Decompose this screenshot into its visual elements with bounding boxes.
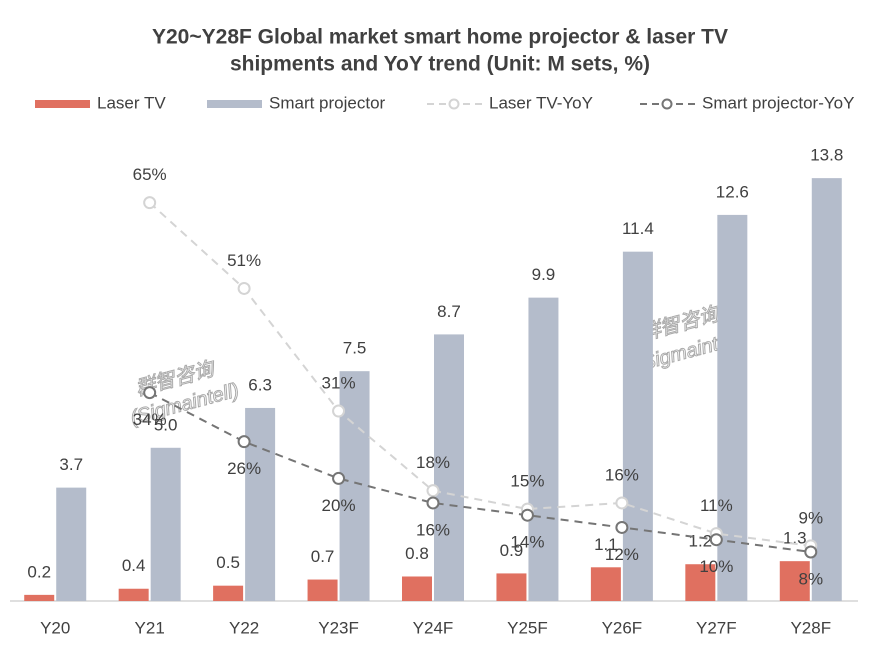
legend-swatch (207, 100, 262, 108)
data-label: 3.7 (59, 455, 83, 474)
data-label: 12.6 (716, 182, 749, 201)
data-label: 26% (227, 459, 261, 478)
data-label: 1.1 (594, 535, 618, 554)
data-label: 0.9 (500, 541, 524, 560)
data-label: 0.7 (311, 547, 335, 566)
data-label: 6.3 (248, 375, 272, 394)
data-label: 0.8 (405, 544, 429, 563)
legend-label: Laser TV (97, 93, 166, 112)
data-label: 12% (605, 545, 639, 564)
data-label: 8.7 (437, 302, 461, 321)
data-label: 0.2 (27, 562, 51, 581)
bar (779, 561, 810, 601)
data-label: 9% (798, 508, 823, 527)
data-label: 13.8 (810, 146, 843, 165)
bar (811, 178, 842, 601)
line-point (426, 484, 440, 498)
legend-label: Smart projector-YoY (702, 93, 854, 112)
legend-swatch (661, 98, 673, 110)
line-point (615, 496, 629, 510)
bar (150, 447, 181, 601)
bar (307, 579, 338, 601)
data-label: 1.3 (783, 529, 807, 548)
x-tick-label: Y26F (602, 618, 643, 637)
data-label: 11% (700, 496, 733, 515)
legend-swatch (35, 100, 90, 108)
data-label: 20% (322, 496, 356, 515)
data-label: 18% (416, 453, 450, 472)
bar (528, 297, 559, 601)
chart-subtitle: shipments and YoY trend (Unit: M sets, %… (230, 53, 650, 76)
line-point (426, 496, 440, 510)
data-label: 5.0 (154, 415, 178, 434)
x-tick-label: Y25F (507, 618, 548, 637)
line-point (237, 435, 251, 449)
x-tick-label: Y28F (790, 618, 831, 637)
bar (213, 585, 244, 601)
line-point (709, 533, 723, 547)
data-label: 8% (798, 569, 823, 588)
data-label: 31% (322, 373, 356, 392)
bar (496, 573, 527, 601)
data-label: 11.4 (622, 219, 654, 238)
line (149, 391, 811, 553)
data-label: 7.5 (343, 339, 367, 358)
line-point (520, 508, 534, 522)
legend-swatch (448, 98, 460, 110)
bar (622, 251, 653, 601)
bar (685, 564, 716, 601)
chart-title: Y20~Y28F Global market smart home projec… (152, 26, 728, 49)
x-tick-label: Y21 (135, 618, 165, 637)
line-point (143, 386, 157, 400)
bar (402, 576, 432, 601)
bar (56, 487, 87, 601)
line-point (332, 404, 346, 418)
legend-label: Smart projector (269, 93, 386, 112)
data-label: 1.2 (689, 532, 713, 551)
legend-label: Laser TV-YoY (489, 93, 593, 112)
bar (118, 588, 149, 601)
data-label: 34% (133, 410, 167, 429)
bar (434, 334, 464, 601)
bar (590, 567, 621, 601)
data-label: 10% (699, 557, 733, 576)
data-label: 0.5 (216, 553, 240, 572)
bar (245, 407, 276, 601)
data-label: 0.4 (122, 556, 146, 575)
line-point (804, 545, 818, 559)
bar (339, 371, 370, 601)
data-label: 9.9 (532, 265, 556, 284)
x-tick-label: Y20 (40, 618, 70, 637)
line-point (143, 196, 157, 210)
data-label: 15% (510, 472, 544, 491)
line (148, 201, 811, 547)
bar (24, 594, 55, 601)
bar (717, 214, 748, 601)
x-tick-label: Y22 (229, 618, 259, 637)
line-point (332, 471, 346, 485)
x-tick-label: Y23F (318, 618, 359, 637)
data-label: 14% (510, 533, 544, 552)
line-point (615, 520, 629, 534)
line-point (237, 281, 251, 295)
data-label: 51% (227, 251, 261, 270)
x-tick-label: Y24F (413, 618, 454, 637)
data-label: 16% (605, 465, 639, 484)
data-label: 16% (416, 520, 450, 539)
x-tick-label: Y27F (696, 618, 737, 637)
data-label: 65% (133, 165, 167, 184)
